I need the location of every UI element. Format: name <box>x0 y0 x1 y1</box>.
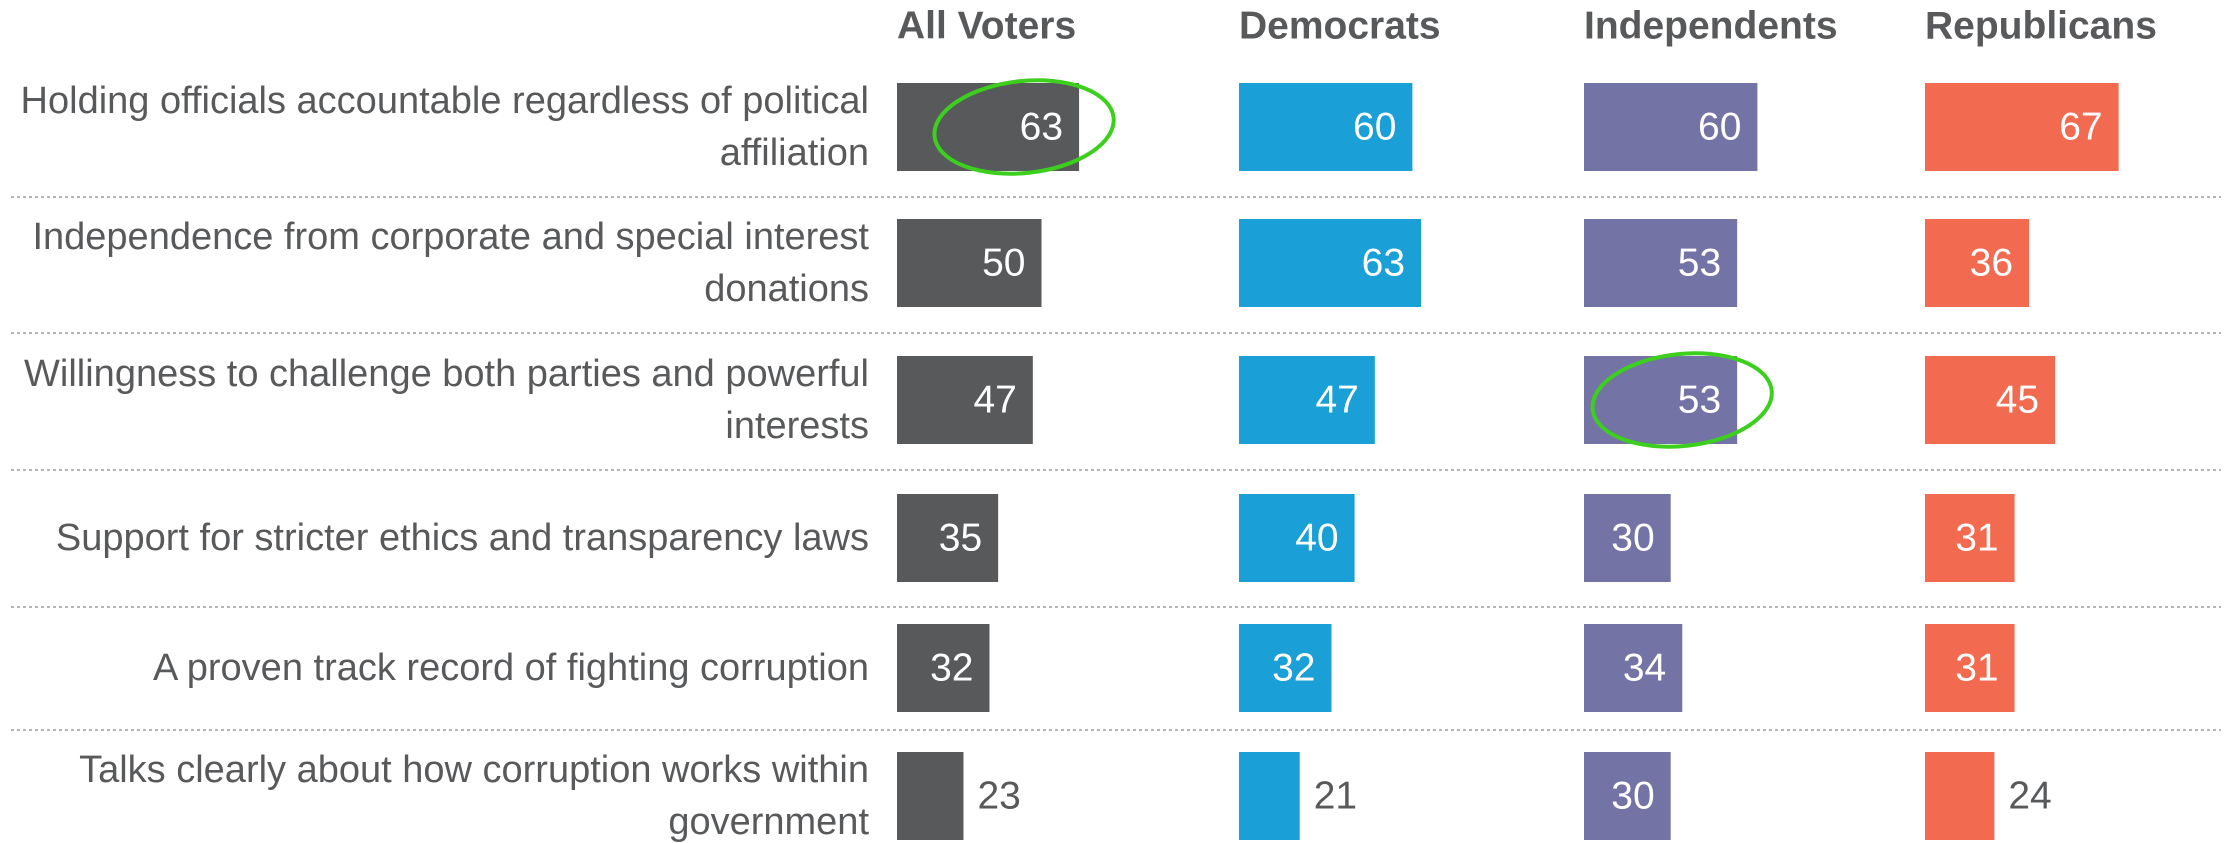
value-label: 47 <box>973 378 1016 421</box>
value-label: 67 <box>2059 105 2102 148</box>
bar <box>1584 219 1738 307</box>
category-label: A proven track record of fighting corrup… <box>152 647 869 689</box>
bar <box>1584 752 1671 840</box>
bar <box>1925 356 2056 444</box>
value-label: 53 <box>1678 241 1721 284</box>
value-label: 24 <box>2008 774 2051 817</box>
value-label: 23 <box>977 774 1020 817</box>
value-label: 50 <box>982 241 1025 284</box>
bar <box>1239 494 1355 582</box>
value-label: 34 <box>1623 646 1666 689</box>
bar <box>1239 752 1300 840</box>
value-label: 53 <box>1678 378 1721 421</box>
bar <box>897 752 964 840</box>
value-label: 30 <box>1611 516 1654 559</box>
bar <box>897 219 1042 307</box>
bar <box>1584 83 1758 171</box>
value-label: 31 <box>1955 646 1998 689</box>
value-label: 32 <box>1272 646 1315 689</box>
bar <box>1925 494 2015 582</box>
category-label: Willingness to challenge both parties an… <box>24 353 869 447</box>
value-label: 60 <box>1698 105 1741 148</box>
bar <box>1239 356 1375 444</box>
value-label: 30 <box>1611 774 1654 817</box>
series-header: Independents <box>1584 4 1838 47</box>
category-label: Support for stricter ethics and transpar… <box>55 517 869 559</box>
value-label: 32 <box>930 646 973 689</box>
series-header: Democrats <box>1239 4 1441 47</box>
bar <box>1584 494 1671 582</box>
bar <box>1925 83 2119 171</box>
bar <box>1239 219 1422 307</box>
bar <box>897 83 1080 171</box>
series-header: Republicans <box>1925 4 2157 47</box>
value-label: 45 <box>1996 378 2039 421</box>
bar <box>1925 219 2030 307</box>
bar <box>1239 83 1413 171</box>
bar <box>897 624 990 712</box>
highlight-circle <box>932 78 1116 176</box>
value-label: 35 <box>939 516 982 559</box>
bar <box>1584 624 1683 712</box>
value-label: 63 <box>1020 105 1063 148</box>
value-label: 63 <box>1362 241 1405 284</box>
category-label: Talks clearly about how corruption works… <box>79 749 869 843</box>
value-label: 31 <box>1955 516 1998 559</box>
value-label: 47 <box>1315 378 1358 421</box>
value-label: 60 <box>1353 105 1396 148</box>
bar <box>1925 624 2015 712</box>
series-header: All Voters <box>897 4 1076 47</box>
bar <box>1584 356 1738 444</box>
highlight-circle <box>1590 351 1774 449</box>
category-label: Holding officials accountable regardless… <box>20 80 869 174</box>
bar <box>897 494 999 582</box>
category-label: Independence from corporate and special … <box>32 216 869 310</box>
value-label: 36 <box>1970 241 2013 284</box>
bar <box>1925 752 1995 840</box>
value-label: 21 <box>1314 774 1357 817</box>
bar <box>897 356 1033 444</box>
bar <box>1239 624 1332 712</box>
value-label: 40 <box>1295 516 1338 559</box>
